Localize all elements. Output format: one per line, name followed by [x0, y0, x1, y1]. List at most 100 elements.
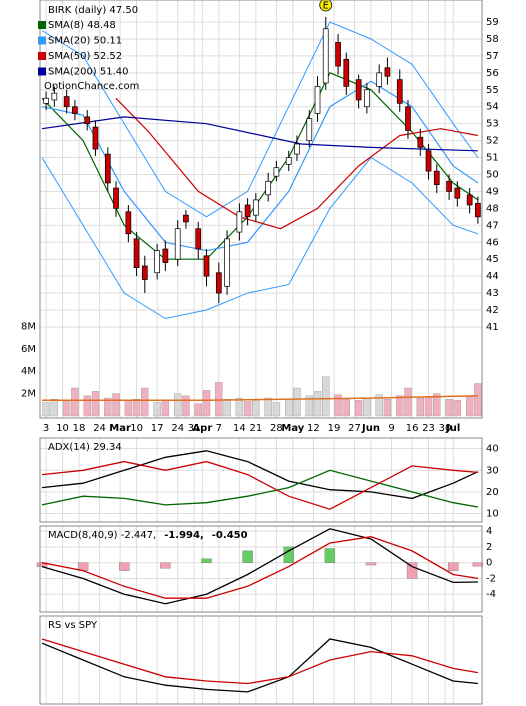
- volume-bar: [141, 387, 149, 417]
- y-tick-label: 58: [486, 34, 499, 45]
- panel-title: ADX(14) 29.34: [48, 442, 122, 453]
- x-tick-label: 9: [388, 423, 394, 434]
- x-tick-label: 30: [439, 423, 452, 434]
- y-tick-label: 0: [486, 558, 492, 569]
- sma-line: [115, 97, 479, 230]
- volume-average: [42, 395, 478, 402]
- candle-body: [343, 58, 350, 87]
- candle-body: [224, 238, 230, 287]
- volume-bar: [424, 396, 433, 417]
- legend-swatch: [38, 52, 46, 60]
- y-tick-label: 41: [486, 322, 499, 333]
- candle-body: [113, 187, 119, 209]
- panel-title: -1.994,: [164, 530, 204, 541]
- y-tick-label: 46: [486, 237, 499, 248]
- volume-bar: [194, 403, 202, 417]
- x-tick-label: 7: [216, 423, 222, 434]
- candle-body: [405, 106, 411, 131]
- indicator-line: [41, 469, 479, 508]
- volume-bar: [404, 387, 412, 417]
- volume-bar: [50, 399, 59, 417]
- bollinger-lower: [41, 156, 479, 320]
- candle-body: [475, 202, 481, 218]
- y-tick-label: 40: [486, 444, 499, 455]
- volume-bar: [375, 394, 383, 417]
- volume-bar: [161, 401, 170, 417]
- legend-label: SMA(50) 52.52: [48, 51, 122, 62]
- volume-bar: [153, 402, 161, 417]
- volume-bar: [383, 399, 392, 417]
- y-tick-label: 45: [486, 254, 499, 265]
- indicator-line: [41, 536, 479, 599]
- indicator-line: [41, 450, 479, 500]
- candle-body: [104, 153, 111, 184]
- y-tick-label: 30: [486, 465, 499, 476]
- watermark: OptionChance.com: [44, 81, 139, 92]
- y-tick-label: 54: [486, 102, 499, 113]
- y-tick-label: 4: [486, 526, 492, 537]
- y-tick-label: 43: [486, 288, 499, 299]
- candle-body: [236, 211, 243, 233]
- indicator-line: [41, 638, 478, 693]
- volume-bar: [91, 391, 100, 417]
- y-tick-label: 20: [486, 487, 499, 498]
- candle-body: [154, 250, 160, 274]
- y-tick-label: 42: [486, 305, 499, 316]
- candle-body: [51, 92, 58, 101]
- candle-body: [454, 187, 461, 199]
- x-tick-label: Apr: [192, 423, 212, 434]
- y-tick-label: 56: [486, 68, 499, 79]
- x-tick-label: 19: [328, 423, 341, 434]
- histogram-bar: [448, 562, 459, 571]
- volume-bar: [235, 397, 244, 417]
- volume-bar: [474, 383, 482, 417]
- volume-bar: [363, 397, 371, 417]
- candle-body: [265, 180, 272, 196]
- candle-body: [466, 194, 473, 206]
- candle-body: [203, 255, 210, 277]
- histogram-bar: [201, 558, 212, 563]
- volume-bar: [272, 402, 281, 417]
- indicator-line: [41, 528, 478, 605]
- candle-body: [285, 157, 292, 165]
- y-tick-label: 6M: [21, 344, 36, 355]
- histogram-bar: [406, 562, 418, 579]
- x-tick-label: 10: [56, 423, 69, 434]
- volume-bar: [264, 397, 272, 417]
- x-tick-label: 17: [151, 423, 164, 434]
- candle-body: [43, 97, 49, 104]
- candle-body: [306, 118, 313, 141]
- legend-label: SMA(8) 48.48: [48, 20, 116, 31]
- x-tick-label: Jun: [361, 423, 380, 434]
- panel-frame: [39, 615, 483, 705]
- legend-swatch: [38, 36, 46, 45]
- x-tick-label: 23: [422, 423, 435, 434]
- y-tick-label: 10: [486, 509, 499, 520]
- x-tick-label: 27: [348, 423, 361, 434]
- y-tick-label: 57: [486, 51, 499, 62]
- volume-bar: [334, 394, 342, 417]
- x-tick-label: 18: [73, 423, 86, 434]
- candle-body: [335, 42, 341, 67]
- x-tick-label: 21: [249, 423, 262, 434]
- bollinger-upper: [41, 21, 479, 218]
- y-tick-label: 59: [486, 17, 499, 28]
- histogram-bar: [283, 546, 294, 563]
- earnings-marker: [319, 0, 333, 12]
- legend-label: SMA(200) 51.40: [48, 67, 129, 78]
- y-tick-label: 50: [486, 169, 499, 180]
- volume-bar: [104, 397, 112, 417]
- histogram-bar: [119, 562, 130, 571]
- volume-bar: [416, 397, 425, 417]
- legend-label: SMA(20) 50.11: [48, 36, 122, 47]
- y-tick-label: 49: [486, 186, 499, 197]
- x-tick-label: May: [281, 423, 304, 434]
- volume-bar: [465, 395, 474, 417]
- y-tick-label: 8M: [21, 321, 36, 332]
- candle-body: [273, 167, 280, 177]
- panel-title: -0.450: [212, 530, 248, 541]
- volume-bar: [396, 395, 404, 417]
- y-tick-label: 55: [486, 85, 499, 96]
- volume-bar: [71, 387, 79, 417]
- x-tick-label: 12: [307, 423, 320, 434]
